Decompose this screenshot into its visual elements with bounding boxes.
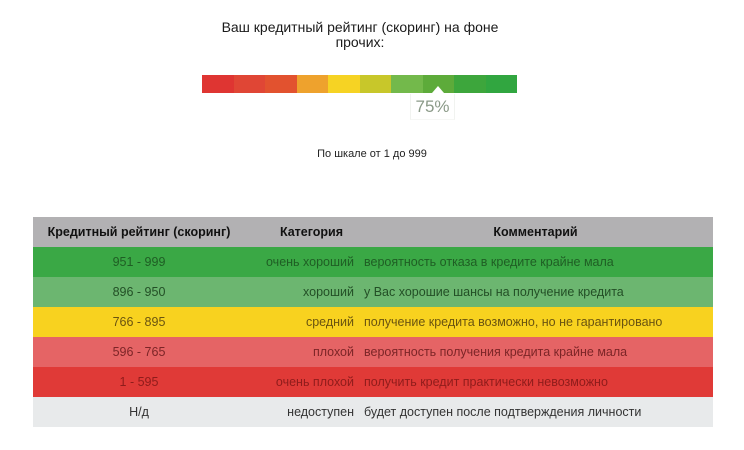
scale-segment [485,75,517,93]
comment-cell: вероятность получения кредита крайне мал… [364,345,628,359]
score-scale-bar [202,75,517,93]
column-header-rating: Кредитный рейтинг (скоринг) [47,225,231,239]
position-marker-triangle-icon [432,86,444,93]
category-cell: очень плохой [275,375,354,389]
table-row: Н/д недоступен будет доступен после подт… [33,397,713,427]
table-row: 766 - 895 средний получение кредита возм… [33,307,713,337]
page-title: Ваш кредитный рейтинг (скоринг) на фоне … [221,19,499,50]
scale-segment [202,75,234,93]
rating-range-cell: 596 - 765 [112,345,166,359]
comment-cell: у Вас хорошие шансы на получение кредита [364,285,624,299]
table-row: 896 - 950 хороший у Вас хорошие шансы на… [33,277,713,307]
comment-cell: получение кредита возможно, но не гарант… [364,315,663,329]
rating-range-cell: 766 - 895 [112,315,166,329]
category-cell: плохой [312,345,354,359]
category-cell: хороший [303,285,354,299]
table-row: 951 - 999 очень хороший вероятность отка… [33,247,713,277]
scale-segment [454,75,486,93]
table-row: 596 - 765 плохой вероятность получения к… [33,337,713,367]
category-cell: недоступен [287,405,354,419]
table-header-row: Кредитный рейтинг (скоринг) Категория Ко… [33,217,713,247]
rating-table: Кредитный рейтинг (скоринг) Категория Ко… [33,217,713,427]
rating-range-cell: Н/д [129,405,149,419]
category-cell: средний [305,315,354,329]
table-row: 1 - 595 очень плохой получить кредит пра… [33,367,713,397]
scale-range-note: По шкале от 1 до 999 [317,148,427,160]
scale-segment [296,75,328,93]
scale-segment [391,75,423,93]
scale-segment [233,75,265,93]
category-cell: очень хороший [266,255,354,269]
rating-range-cell: 896 - 950 [112,285,166,299]
column-header-category: Категория [279,225,344,239]
score-percentile-label: 75% [410,94,455,120]
scale-segment [359,75,391,93]
comment-cell: вероятность отказа в кредите крайне мала [364,255,614,269]
comment-cell: будет доступен после подтверждения лично… [364,405,642,419]
scale-segment [328,75,360,93]
rating-range-cell: 1 - 595 [119,375,159,389]
rating-range-cell: 951 - 999 [112,255,166,269]
comment-cell: получить кредит практически невозможно [364,375,608,389]
scale-segment [265,75,297,93]
column-header-comment: Комментарий [493,225,578,239]
scale-segment [422,75,454,93]
